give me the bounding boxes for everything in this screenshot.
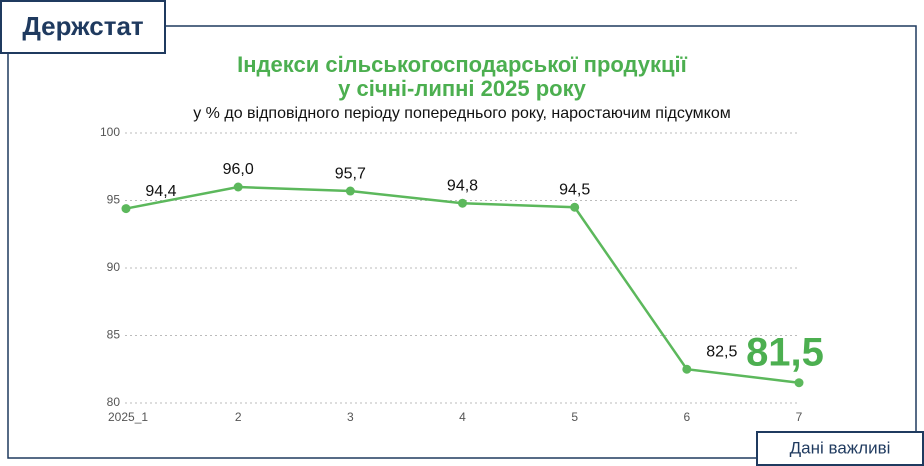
value-label: 94,4: [145, 183, 176, 200]
x-tick-label: 4: [459, 410, 466, 424]
x-tick-label: 2025_1: [108, 410, 148, 424]
value-label: 82,5: [706, 343, 737, 360]
x-tick-label: 3: [347, 410, 354, 424]
x-tick-label: 2: [235, 410, 242, 424]
brand: Держстат: [22, 11, 144, 41]
point: [570, 202, 580, 212]
point: [682, 364, 692, 374]
value-label: 94,8: [447, 177, 478, 194]
value-label: 96,0: [223, 161, 254, 178]
frame: [7, 25, 917, 459]
footer-box: [756, 431, 924, 466]
x-tick-label: 6: [683, 410, 690, 424]
highlight-label: 81,5: [746, 330, 824, 374]
x-tick-label: 5: [571, 410, 578, 424]
y-tick-label: 95: [107, 193, 121, 207]
value-label: 95,7: [335, 165, 366, 182]
footer-tag: Дані важливі: [790, 438, 891, 457]
point: [121, 204, 131, 214]
chart-subtitle: у % до відповідного періоду попереднього…: [193, 105, 731, 122]
y-tick-label: 80: [107, 395, 121, 409]
chart-title: у січні-липні 2025 року: [338, 76, 586, 101]
value-label: 94,5: [559, 181, 590, 198]
chart-title: Індекси сільськогосподарської продукції: [237, 52, 688, 77]
brand-box: [0, 0, 166, 54]
y-tick-label: 85: [107, 328, 121, 342]
point: [794, 378, 804, 388]
y-tick-label: 100: [100, 125, 120, 139]
point: [345, 186, 355, 196]
point: [458, 198, 467, 208]
y-tick-label: 90: [107, 260, 121, 274]
point: [233, 182, 243, 192]
x-tick-label: 7: [796, 410, 803, 424]
